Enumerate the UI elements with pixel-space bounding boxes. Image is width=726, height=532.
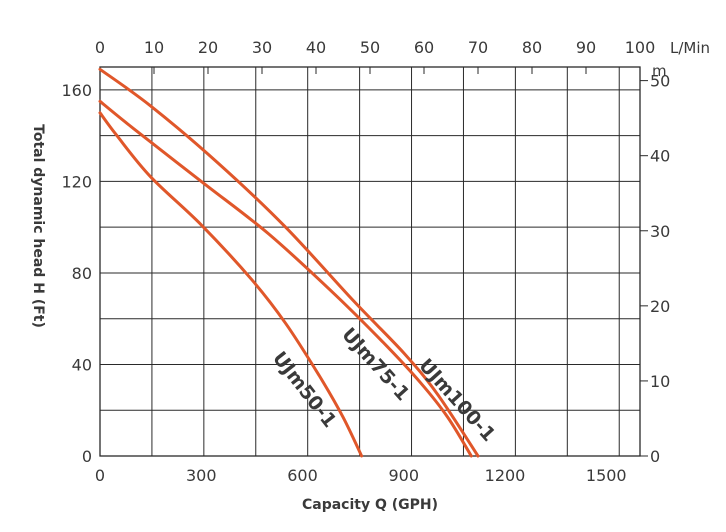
- curve-label-ujm50: UJm50-1: [268, 348, 341, 432]
- performance-curves: [98, 67, 480, 458]
- y-tick-label: 40: [72, 355, 92, 374]
- x-tick-label: 0: [95, 466, 105, 485]
- top-tick-label: 10: [144, 38, 164, 57]
- x-axis-title: Capacity Q (GPH): [302, 497, 438, 513]
- y-tick-label: 120: [61, 172, 92, 191]
- curve-ujm50: [98, 111, 364, 458]
- x-tick-label: 900: [388, 466, 419, 485]
- top-tick-label: 60: [414, 38, 434, 57]
- right-tick-label: 20: [650, 297, 670, 316]
- left-axis-ticks: 0 40 80 120 160: [61, 81, 92, 466]
- top-axis-ticks: 0 10 20 30 40 50 60 70 80 90 100: [95, 38, 655, 57]
- top-tick-label: 20: [198, 38, 218, 57]
- right-tick-label: 40: [650, 147, 670, 166]
- x-tick-label: 300: [186, 466, 217, 485]
- top-tick-label: 40: [306, 38, 326, 57]
- right-axis-ticks: 0 10 20 30 40 50: [650, 72, 670, 466]
- top-axis-unit: L/Min: [670, 39, 710, 57]
- y-tick-label: 0: [82, 447, 92, 466]
- bottom-axis-ticks: 0 300 600 900 1200 1500: [95, 466, 627, 485]
- top-tick-label: 30: [252, 38, 272, 57]
- top-tick-label: 70: [468, 38, 488, 57]
- right-tick-label: 30: [650, 222, 670, 241]
- y-tick-label: 80: [72, 264, 92, 283]
- top-tick-label: 0: [95, 38, 105, 57]
- x-tick-label: 600: [287, 466, 318, 485]
- y-tick-label: 160: [61, 81, 92, 100]
- x-tick-label: 1200: [485, 466, 526, 485]
- top-tick-label: 100: [625, 38, 656, 57]
- top-tick-label: 80: [522, 38, 542, 57]
- right-axis-unit: m: [652, 62, 667, 80]
- right-tick-label: 50: [650, 72, 670, 91]
- curve-ujm75: [98, 99, 473, 458]
- right-tick-label: 0: [650, 447, 660, 466]
- curve-ujm100: [98, 67, 480, 458]
- top-tick-label: 90: [576, 38, 596, 57]
- grid: [100, 67, 640, 456]
- x-tick-label: 1500: [586, 466, 627, 485]
- y-axis-title: Total dynamic head H (Ft): [30, 124, 46, 328]
- plot-area-frame: [99, 66, 641, 457]
- right-tick-label: 10: [650, 372, 670, 391]
- tick-marks: [99, 67, 648, 457]
- top-tick-label: 50: [360, 38, 380, 57]
